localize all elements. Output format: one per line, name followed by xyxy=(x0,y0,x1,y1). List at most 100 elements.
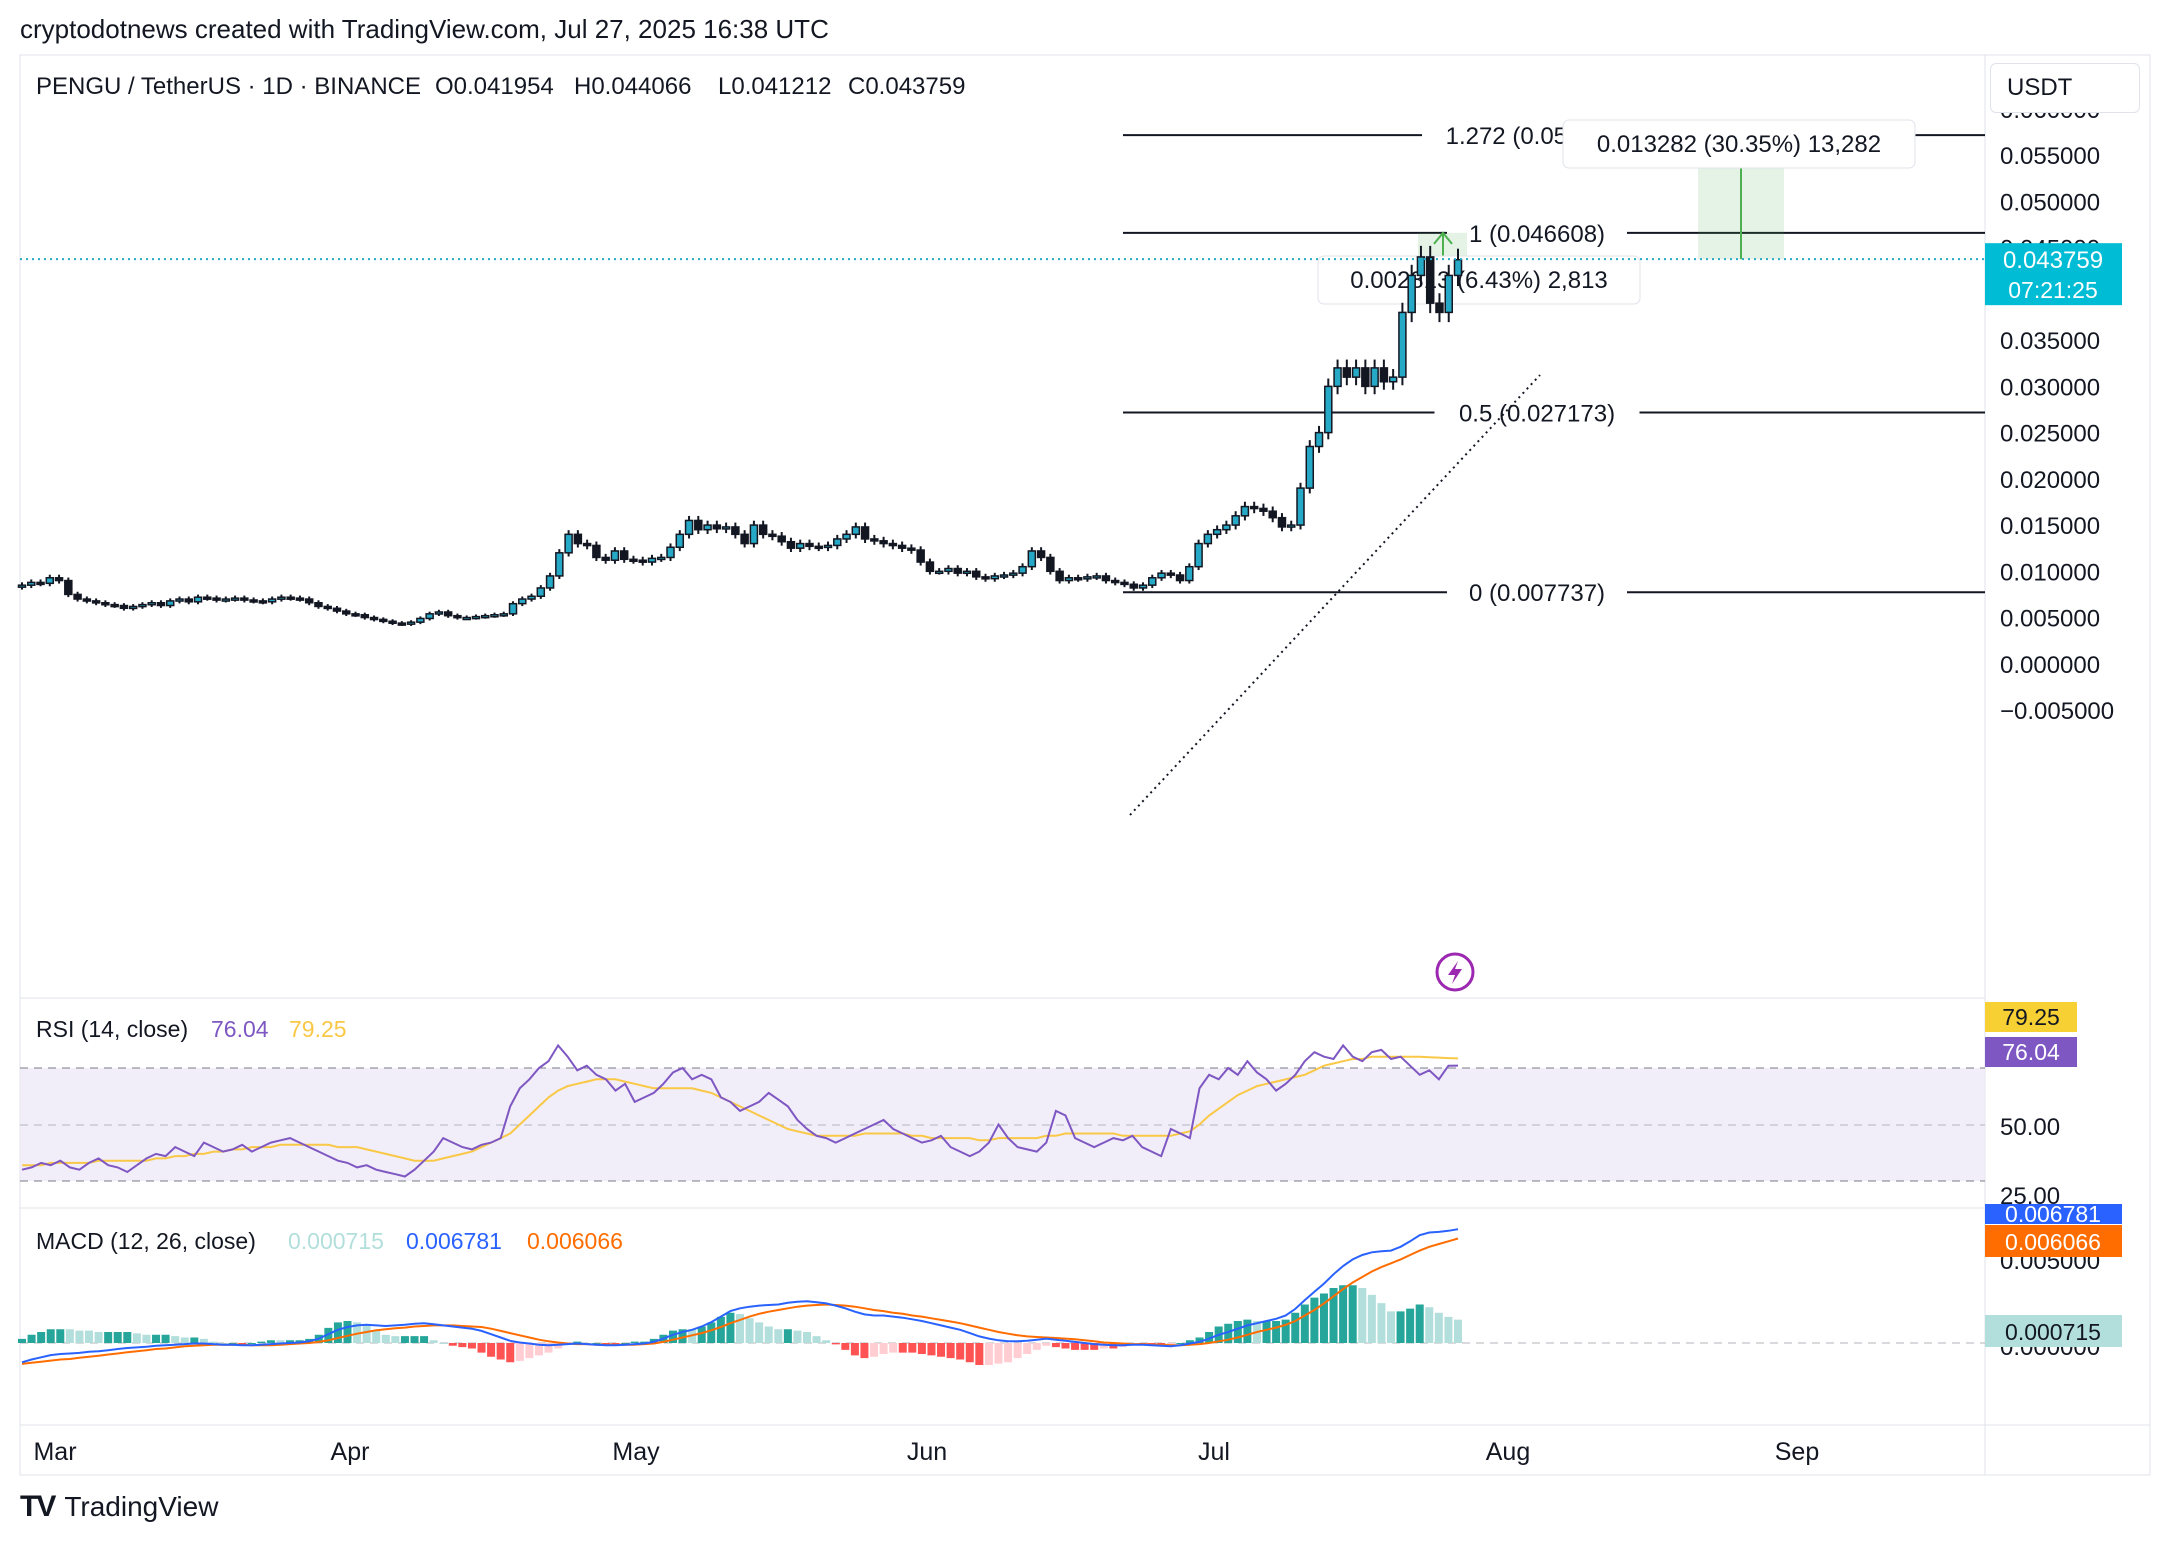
candle-body xyxy=(1425,256,1435,304)
macd-hist-bar xyxy=(75,1330,84,1343)
last-price-countdown: 07:21:25 xyxy=(2008,277,2098,303)
tradingview-logo: TV xyxy=(20,1490,56,1523)
candle-body xyxy=(851,526,861,536)
flash-icon[interactable] xyxy=(1435,952,1475,992)
fib-levels[interactable]: 1.272 (0.057181)1 (0.046608)0.5 (0.02717… xyxy=(1123,119,1985,609)
candle-body xyxy=(1018,565,1027,574)
chart-credit: cryptodotnews created with TradingView.c… xyxy=(20,14,829,44)
macd-hist-bar xyxy=(1262,1321,1271,1343)
macd-hist-bar xyxy=(142,1334,151,1343)
candle-body xyxy=(934,570,944,575)
candle-body xyxy=(1064,577,1074,582)
macd-hist-bar xyxy=(37,1332,46,1343)
fib-label-bg xyxy=(1447,576,1627,609)
price-tick-label: 0.055000 xyxy=(2000,143,2100,170)
ohlc-open: O0.041954 xyxy=(435,73,554,100)
candle-body xyxy=(332,607,342,612)
candle-body xyxy=(879,540,888,545)
candle-body xyxy=(1157,572,1166,579)
macd-hist-bar xyxy=(190,1337,199,1343)
macd-hist-bar xyxy=(1090,1343,1099,1350)
candle-body xyxy=(1092,575,1101,579)
candle-body xyxy=(165,600,175,607)
candle-body xyxy=(999,574,1009,578)
candle-body xyxy=(91,600,101,604)
macd-hist-bar xyxy=(774,1329,783,1343)
candle-body xyxy=(286,596,295,600)
currency-unit-button[interactable]: USDT xyxy=(1990,63,2140,113)
rsi-ma-badge-label: 79.25 xyxy=(2002,1004,2060,1030)
macd-hist-bar xyxy=(439,1343,448,1344)
price-tick-label: 0.005000 xyxy=(2000,606,2100,633)
candle-body xyxy=(351,613,360,617)
trend-line[interactable] xyxy=(1129,374,1541,816)
candle-body xyxy=(119,604,129,610)
macd-hist-bar xyxy=(266,1340,275,1343)
macd-hist-bar xyxy=(870,1343,879,1357)
macd-hist-bar xyxy=(171,1336,180,1343)
candle-body xyxy=(1120,581,1129,586)
candle-body xyxy=(638,559,647,563)
macd-hist-bar xyxy=(180,1337,189,1343)
fib-label: 0.5 (0.027173) xyxy=(1459,401,1615,428)
macd-hist-bar xyxy=(496,1343,505,1360)
macd-hist-bar xyxy=(630,1341,639,1343)
time-axis-label: Apr xyxy=(331,1438,370,1466)
macd-hist-bar xyxy=(199,1338,208,1343)
candle-body xyxy=(1073,577,1083,581)
candle-body xyxy=(740,533,749,545)
candle-body xyxy=(406,621,416,625)
candle-body xyxy=(508,602,518,615)
candle-body xyxy=(203,596,212,600)
candle-body xyxy=(601,556,610,561)
macd-hist-bar xyxy=(391,1336,400,1343)
candle-body xyxy=(1351,367,1361,378)
macd-hist-bar xyxy=(822,1340,831,1343)
candle-body xyxy=(619,550,629,561)
candle-body xyxy=(147,601,156,606)
macd-hist-bar xyxy=(898,1343,907,1353)
macd-hist-bar xyxy=(850,1343,859,1356)
candle-body xyxy=(953,567,962,574)
macd-hist-bar xyxy=(515,1343,524,1361)
price-tick-label: 0.050000 xyxy=(2000,189,2100,216)
candle-body xyxy=(1138,584,1148,589)
rsi-title: RSI (14, close) xyxy=(36,1016,188,1042)
macd-hist-bar xyxy=(668,1330,677,1343)
macd-signal-badge xyxy=(1985,1225,2122,1257)
macd-hist-bar xyxy=(228,1343,237,1344)
macd-hist-bar xyxy=(1310,1297,1319,1343)
macd-hist-bar xyxy=(745,1318,754,1343)
macd-hist-bar xyxy=(889,1343,898,1353)
macd-hist-bar xyxy=(879,1343,888,1354)
candle-body xyxy=(175,598,184,602)
candle-body xyxy=(925,561,935,573)
macd-hist-bar xyxy=(1272,1321,1281,1343)
macd-hist-bar xyxy=(1185,1340,1194,1343)
macd-hist-bar xyxy=(487,1343,496,1357)
measurements[interactable]: 0.013282 (30.35%) 13,282 0.002813 (6.43%)… xyxy=(1317,119,1916,305)
rsi-value: 76.04 xyxy=(211,1016,269,1042)
fib-label: 0 (0.007737) xyxy=(1469,580,1605,607)
candle-body xyxy=(490,614,499,618)
time-axis-label: May xyxy=(612,1438,660,1466)
macd-hist-bar xyxy=(678,1329,687,1343)
price-axis: 0.0600000.0550000.0500000.0450000.040000… xyxy=(2000,97,2114,725)
macd-hist-bar xyxy=(123,1332,132,1343)
macd-hist-bar xyxy=(946,1343,955,1359)
candle-body xyxy=(1398,311,1407,378)
candle-body xyxy=(323,605,332,610)
macd-hist-bar xyxy=(467,1343,476,1349)
macd-hist-bar xyxy=(1348,1285,1357,1343)
macd-hist-bar xyxy=(1023,1343,1032,1354)
candle-body xyxy=(499,613,509,617)
macd-hist-bar xyxy=(697,1326,706,1343)
candle-body xyxy=(1175,574,1185,582)
candle-body xyxy=(110,603,119,608)
time-axis-label: Sep xyxy=(1775,1438,1819,1466)
candle-body xyxy=(17,584,27,588)
candle-body xyxy=(128,605,138,610)
macd-hist-bar xyxy=(1300,1304,1309,1343)
candle-body xyxy=(1083,576,1092,580)
